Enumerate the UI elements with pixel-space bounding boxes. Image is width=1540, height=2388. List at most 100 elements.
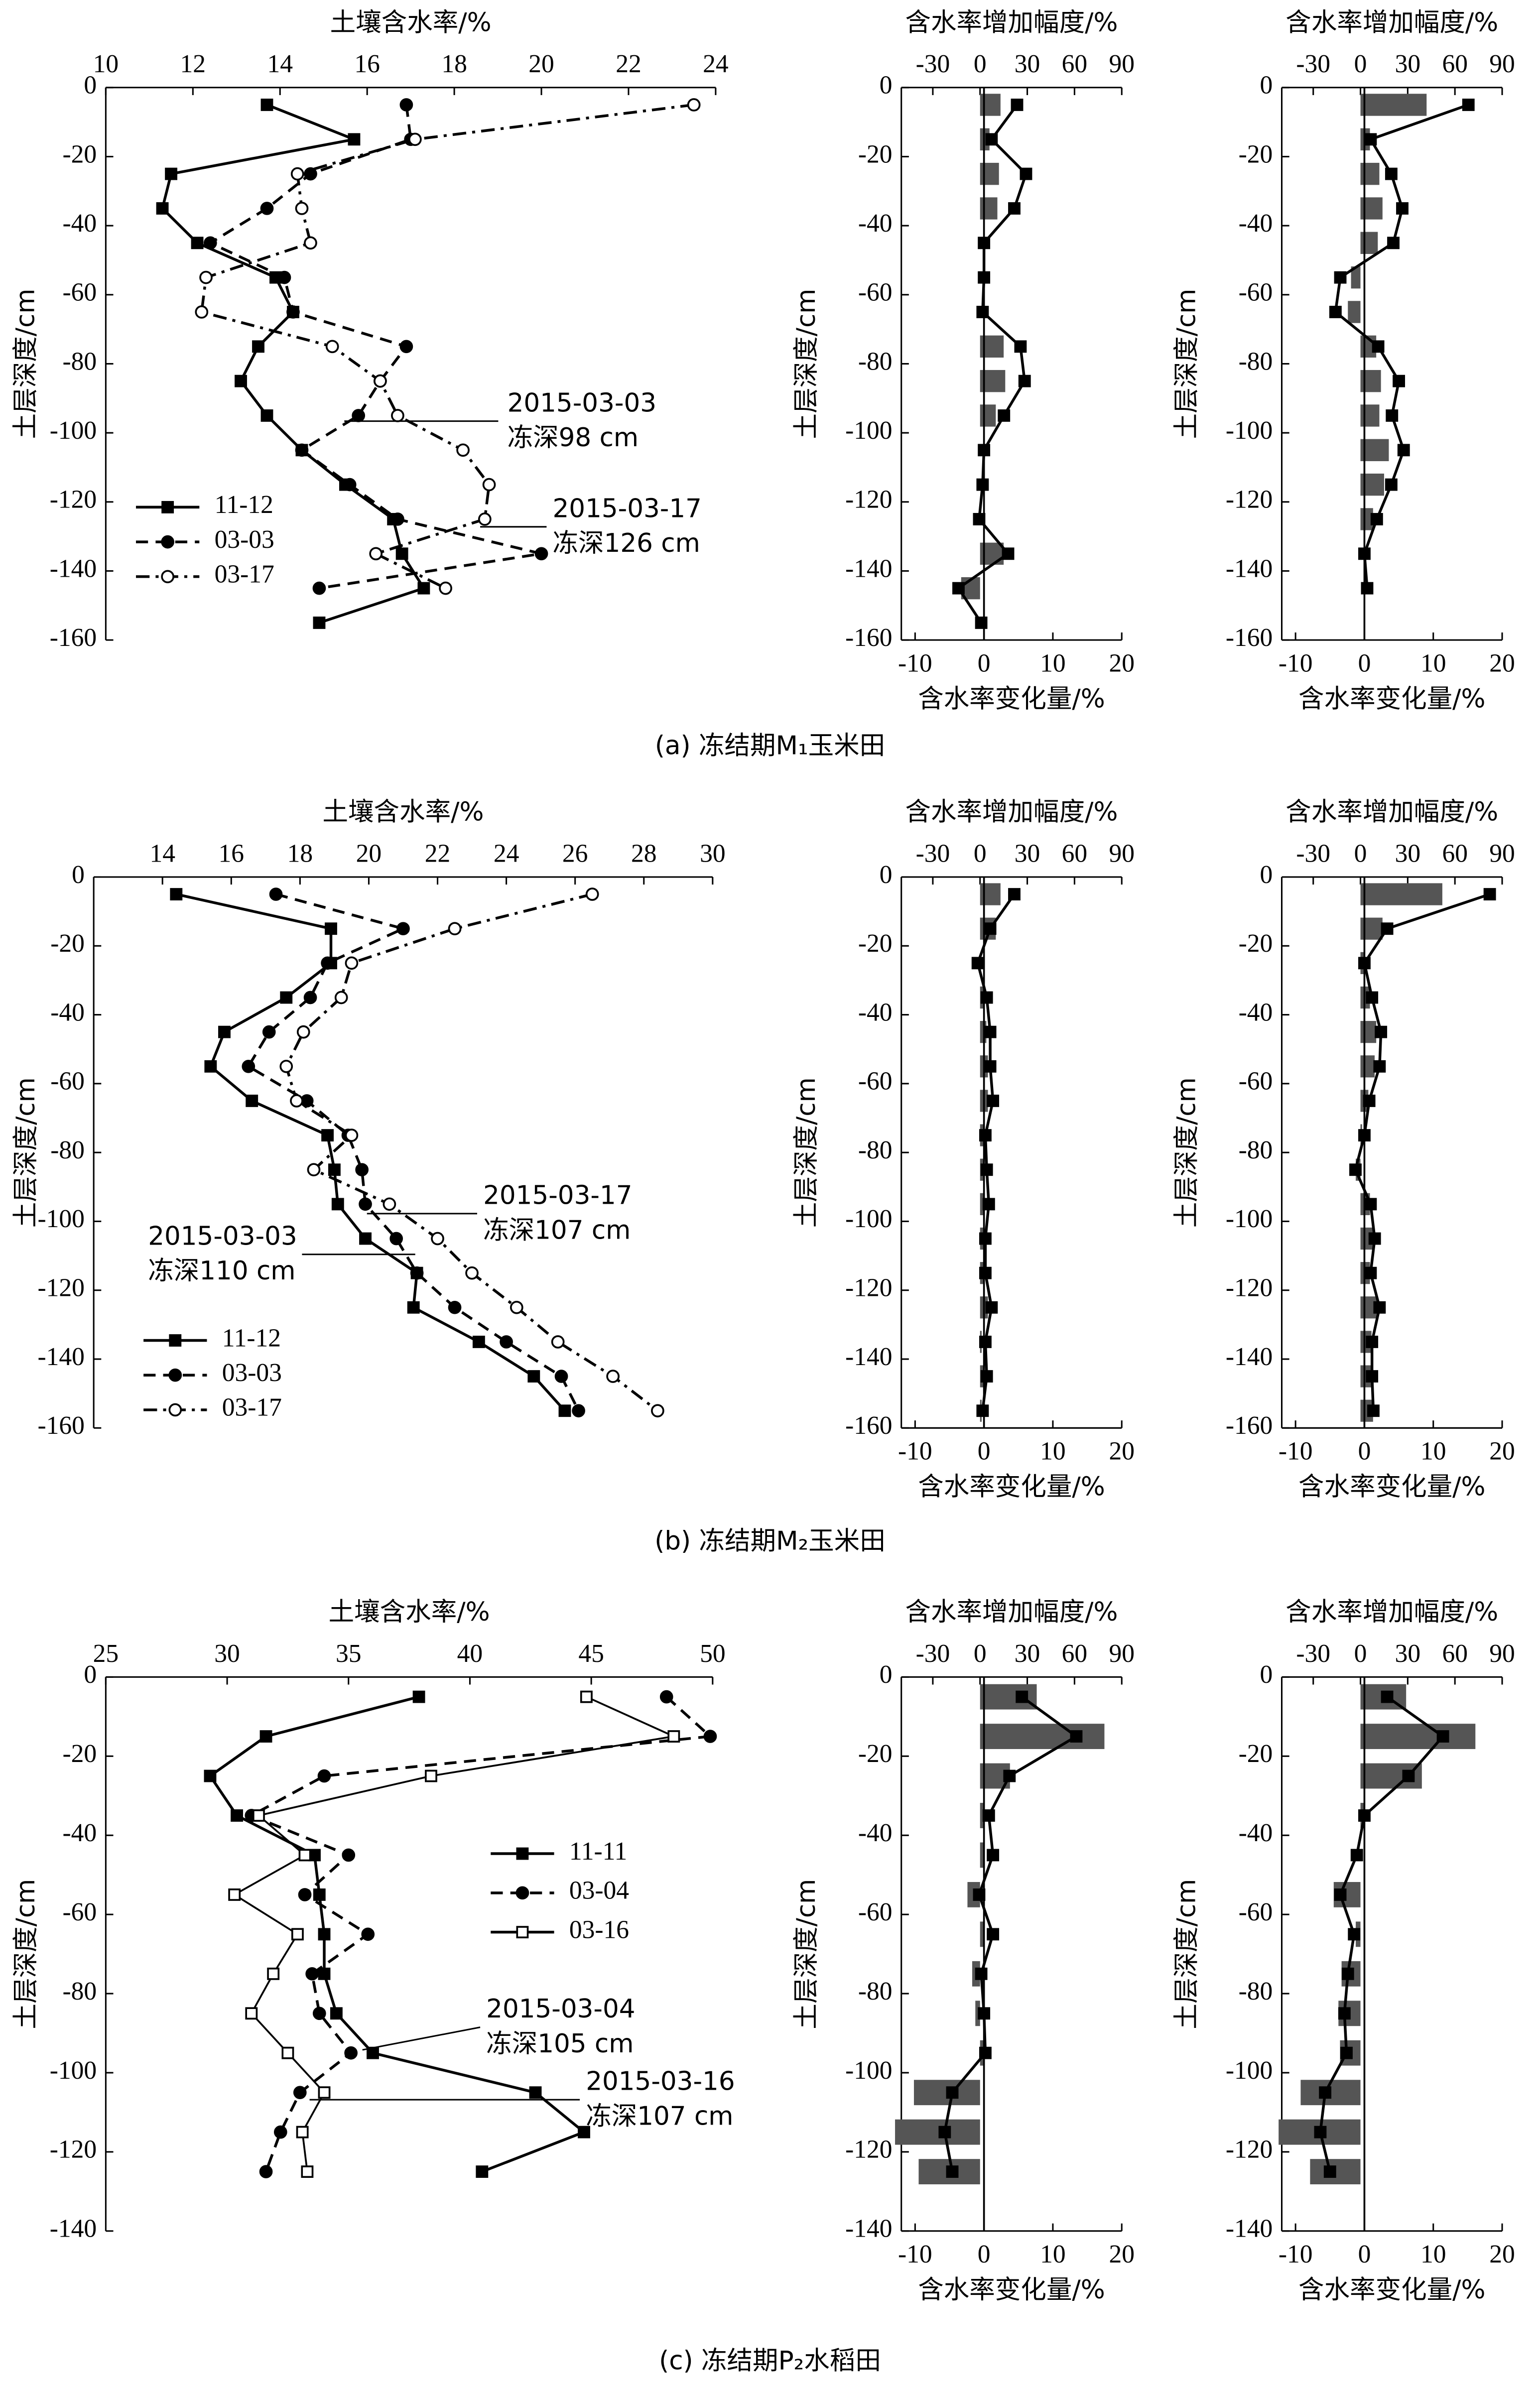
x2-tick-label: 0 xyxy=(974,839,987,868)
marker xyxy=(1338,2007,1351,2020)
y-tick-label: 0 xyxy=(880,71,893,100)
y-tick-label: -100 xyxy=(845,2056,892,2085)
y-tick-label: -140 xyxy=(845,2215,892,2243)
x2-tick-label: 0 xyxy=(974,1639,987,1668)
x2-tick-label: 30 xyxy=(1395,1639,1421,1668)
y-tick-label: -100 xyxy=(50,2056,97,2085)
x2-tick-label: 90 xyxy=(1109,50,1135,78)
marker xyxy=(344,2046,358,2060)
marker xyxy=(465,1266,479,1280)
marker xyxy=(242,1059,256,1073)
y-tick-label: -40 xyxy=(63,1819,97,1847)
y-axis-title: 土层深度/cm xyxy=(791,288,821,439)
marker xyxy=(1334,271,1347,284)
marker xyxy=(1319,2086,1332,2099)
x-tick-label: -10 xyxy=(1279,1437,1313,1466)
y-tick-label: -160 xyxy=(50,624,97,652)
x-tick-label: 26 xyxy=(562,839,588,868)
marker xyxy=(262,1025,276,1039)
x-tick-label: 22 xyxy=(616,50,642,78)
marker xyxy=(331,1198,344,1211)
x-axis-title: 含水率变化量/% xyxy=(918,1472,1105,1502)
y-tick-label: 0 xyxy=(84,71,97,100)
x-tick-label: 10 xyxy=(1040,2240,1066,2268)
marker xyxy=(1364,133,1377,146)
marker xyxy=(1363,1095,1376,1107)
y-tick-label: -60 xyxy=(50,1067,85,1096)
marker xyxy=(979,1336,992,1348)
marker xyxy=(359,1232,372,1245)
marker xyxy=(1436,1730,1449,1743)
y-axis-title: 土层深度/cm xyxy=(1172,1879,1202,2029)
x2-tick-label: 0 xyxy=(1354,839,1367,868)
marker xyxy=(312,581,326,595)
legend-label: 03-03 xyxy=(215,525,274,554)
marker xyxy=(267,1967,280,1980)
y-tick-label: -20 xyxy=(63,140,97,168)
marker xyxy=(361,1927,375,1941)
marker xyxy=(1011,99,1024,111)
marker xyxy=(1393,375,1406,387)
marker xyxy=(355,1163,369,1177)
x-tick-label: 10 xyxy=(93,50,119,78)
marker xyxy=(1364,1198,1377,1211)
marker xyxy=(976,1404,989,1417)
y-tick-label: 0 xyxy=(880,861,893,889)
marker xyxy=(348,133,361,146)
marker xyxy=(156,202,169,215)
x-axis-title: 含水率变化量/% xyxy=(1298,2275,1485,2305)
y-tick-label: -100 xyxy=(50,416,97,445)
x-tick-label: 0 xyxy=(978,1437,991,1466)
x-tick-label: 50 xyxy=(700,1639,726,1668)
marker xyxy=(1396,202,1409,215)
marker xyxy=(318,1928,331,1941)
bar xyxy=(975,2001,980,2026)
y-tick-label: -40 xyxy=(858,998,893,1026)
x2-tick-label: 90 xyxy=(1489,50,1515,78)
y-tick-label: -60 xyxy=(1239,1067,1273,1096)
y-tick-label: 0 xyxy=(880,1660,893,1689)
x-tick-label: 10 xyxy=(1420,649,1446,677)
annotation: 2015-03-03 xyxy=(148,1221,297,1251)
marker xyxy=(651,1404,664,1418)
y-tick-label: -100 xyxy=(1226,416,1273,445)
x2-tick-label: 60 xyxy=(1062,839,1088,868)
x-tick-label: 12 xyxy=(180,50,206,78)
bar xyxy=(1360,232,1378,254)
marker xyxy=(407,1301,420,1314)
marker xyxy=(980,991,993,1004)
marker xyxy=(318,2086,331,2099)
x-tick-label: 25 xyxy=(93,1639,119,1668)
x2-tick-label: 60 xyxy=(1442,1639,1468,1668)
x2-tick-label: 30 xyxy=(1015,50,1040,78)
y-axis-title: 土层深度/cm xyxy=(791,1879,821,2029)
x2-tick-label: 30 xyxy=(1015,839,1040,868)
x2-axis-title: 含水率增加幅度/% xyxy=(1285,1597,1498,1627)
marker xyxy=(551,1335,565,1349)
y-tick-label: -80 xyxy=(1239,1136,1273,1164)
y-tick-label: -160 xyxy=(38,1411,85,1440)
marker xyxy=(1341,1967,1354,1980)
annotation: 冻深110 cm xyxy=(148,1256,295,1286)
y-tick-label: -120 xyxy=(845,2136,892,2164)
marker xyxy=(1016,1690,1028,1703)
y-tick-label: -140 xyxy=(1226,2215,1273,2243)
marker xyxy=(558,1404,571,1417)
y-tick-label: -80 xyxy=(50,1136,85,1164)
y-tick-label: 0 xyxy=(84,1660,97,1689)
marker xyxy=(1349,1163,1362,1176)
marker xyxy=(1358,1129,1371,1142)
x2-tick-label: 30 xyxy=(1395,839,1421,868)
marker xyxy=(1003,1769,1016,1782)
marker xyxy=(703,1730,717,1743)
marker xyxy=(281,2046,294,2059)
marker xyxy=(456,443,470,457)
caption: (c) 冻结期P₂水稻田 xyxy=(659,2346,881,2376)
marker xyxy=(472,1336,485,1348)
x2-tick-label: 60 xyxy=(1062,1639,1088,1668)
marker xyxy=(946,2086,959,2099)
y-tick-label: -140 xyxy=(50,2215,97,2243)
bar xyxy=(1360,94,1427,116)
marker xyxy=(1358,547,1371,560)
x-axis-title: 含水率变化量/% xyxy=(918,2275,1105,2305)
